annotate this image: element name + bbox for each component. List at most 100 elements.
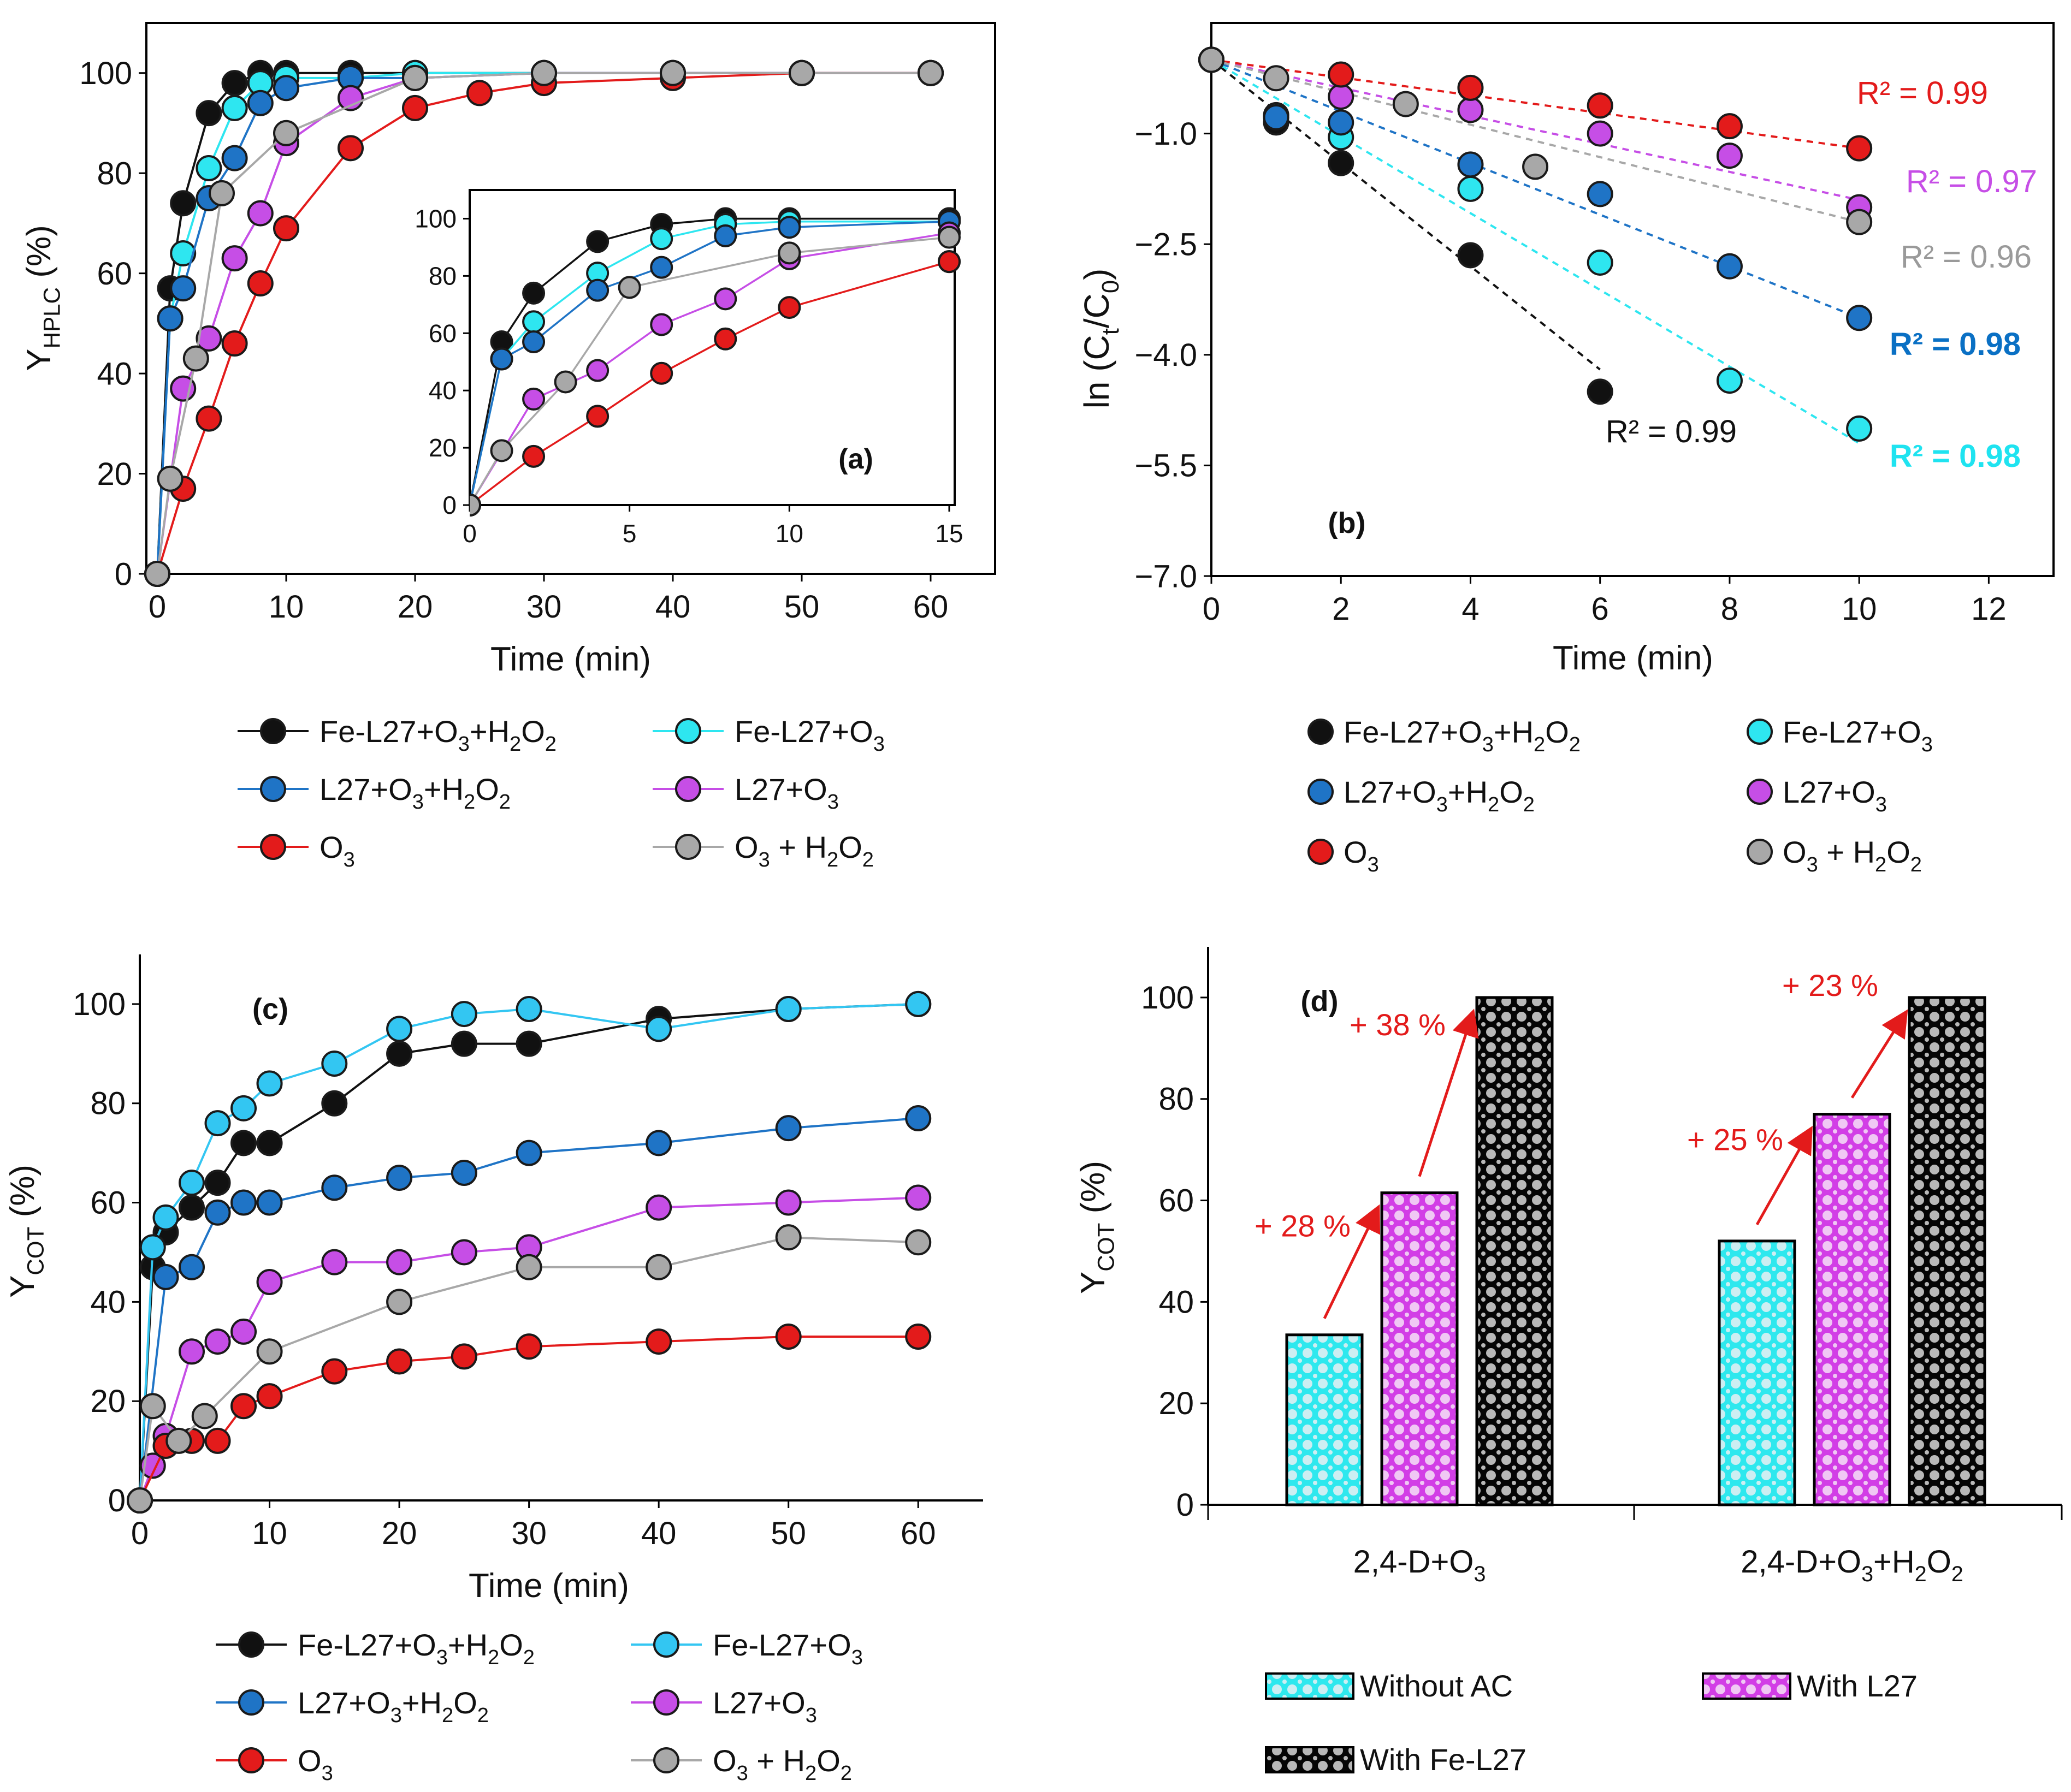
legend-label-fe_o3_h2o2-part: O xyxy=(499,1628,523,1662)
legend-label-fe_o3_h2o2-part: 3 xyxy=(436,1646,448,1669)
legend-label-o3: O3 xyxy=(319,830,355,871)
legend-label-fe_o3_h2o2-part: +H xyxy=(448,1628,488,1662)
legend-label-o3-part: 3 xyxy=(344,848,355,871)
increase-annotation: + 25 % xyxy=(1687,1123,1783,1157)
x-tick-label: 50 xyxy=(771,1516,806,1551)
legend-label-o3_h2o2-part: 2 xyxy=(827,848,838,871)
legend-label-o3_h2o2-part: 3 xyxy=(759,848,770,871)
legend-label-fe_o3_h2o2: Fe-L27+O3+H2O2 xyxy=(319,714,557,756)
increase-annotation: + 38 % xyxy=(1350,1007,1446,1042)
data-point-l27_o3_h2o2 xyxy=(451,1160,477,1186)
y-tick-label: −2.5 xyxy=(1135,227,1198,263)
data-point-o3_h2o2 xyxy=(273,120,299,146)
data-point-l27_o3_h2o2 xyxy=(586,278,610,302)
legend-label-l27_o3_h2o2: L27+O3+H2O2 xyxy=(298,1686,489,1727)
y-tick-label: 0 xyxy=(1176,1487,1194,1523)
y-axis-title-text-part: 0 xyxy=(1098,280,1124,293)
data-point-fe_o3 xyxy=(204,1110,231,1137)
legend-marker-o3 xyxy=(260,834,286,860)
inset-x-tick-label: 0 xyxy=(463,519,477,548)
data-point-o3_h2o2 xyxy=(144,561,170,587)
legend-label-o3_h2o2-part: O xyxy=(1886,835,1910,869)
y-axis-title: YCOT (%) xyxy=(4,1165,48,1298)
data-point-o3_h2o2 xyxy=(1392,91,1419,117)
data-point-l27_o3_h2o2 xyxy=(179,1254,205,1280)
data-point-fe_o3 xyxy=(516,996,542,1022)
x-tick-label: 10 xyxy=(252,1516,287,1551)
y-tick-label: 0 xyxy=(108,1483,126,1518)
legend-label-l27_o3-part: L27+O xyxy=(735,772,827,806)
data-point-fe_o3_h2o2 xyxy=(516,1030,542,1057)
inset-y-tick-label: 100 xyxy=(415,204,457,233)
legend-label-fe_o3_h2o2-part: 3 xyxy=(1482,733,1494,756)
panel-label-c: (c) xyxy=(252,993,288,1025)
legend-label-o3_h2o2: O3 + H2O2 xyxy=(713,1743,852,1785)
category-label-1: 2,4-D+O3+H2O2 xyxy=(1741,1544,1963,1586)
legend-marker-l27_o3_h2o2 xyxy=(238,1689,264,1716)
y-tick-label: 0 xyxy=(115,556,132,592)
x-tick-label: 0 xyxy=(131,1516,149,1551)
x-tick-label: 10 xyxy=(269,589,304,625)
panel-label-d: (d) xyxy=(1301,985,1339,1018)
data-point-fe_o3 xyxy=(1716,367,1743,394)
inset-y-tick-label: 80 xyxy=(429,262,457,290)
x-tick-label: 0 xyxy=(1203,591,1220,627)
data-point-o3 xyxy=(1716,113,1743,140)
y-axis-title-text-part: HPLC xyxy=(39,287,64,348)
data-point-o3 xyxy=(230,1393,257,1420)
data-point-fe_o3 xyxy=(139,1234,166,1261)
y-axis-title-text-part: t xyxy=(1098,328,1124,335)
data-point-l27_o3 xyxy=(522,387,546,411)
data-point-l27_o3 xyxy=(179,1338,205,1365)
x-tick-label: 20 xyxy=(382,1516,417,1551)
data-point-l27_o3_h2o2 xyxy=(157,305,184,332)
legend-marker-o3 xyxy=(1307,839,1334,865)
data-point-fe_o3 xyxy=(775,996,802,1022)
legend-label-o3: O3 xyxy=(1344,835,1379,876)
legend-label-o3_h2o2-part: + H xyxy=(748,1743,805,1778)
y-axis-title-text-part: (%) xyxy=(1074,1161,1112,1223)
x-tick-label: 60 xyxy=(901,1516,936,1551)
legend-label-o3_h2o2-part: O xyxy=(735,830,759,864)
data-point-fe_o3 xyxy=(321,1051,348,1077)
data-point-o3 xyxy=(1457,74,1484,101)
legend-label-fe_o3: Fe-L27+O3 xyxy=(713,1628,863,1669)
data-point-o3_h2o2 xyxy=(789,60,815,86)
data-point-l27_o3 xyxy=(714,287,737,311)
legend-label-fe_o3_h2o2-part: 2 xyxy=(545,733,557,756)
data-point-fe_o3_h2o2 xyxy=(196,100,222,127)
increase-arrow xyxy=(1418,1008,1479,1177)
legend-label-o3-part: O xyxy=(298,1743,322,1778)
data-point-o3 xyxy=(646,1328,672,1355)
bar-0-0 xyxy=(1285,1333,1364,1506)
data-point-fe_o3 xyxy=(221,94,248,121)
legend-label-l27_o3_h2o2-part: O xyxy=(453,1686,477,1720)
data-point-o3 xyxy=(516,1333,542,1360)
fit-line-o3_h2o2 xyxy=(1211,58,1860,223)
y-axis-title-text-part: Y xyxy=(20,348,58,371)
data-point-fe_o3 xyxy=(451,1001,477,1028)
category-label-1-part: +H xyxy=(1873,1544,1915,1580)
legend-label-fe_o3_h2o2-part: O xyxy=(521,714,545,749)
x-axis-title: Time (min) xyxy=(490,640,651,678)
data-point-l27_o3 xyxy=(196,325,222,352)
data-point-l27_o3 xyxy=(321,1249,348,1275)
legend-marker-l27_o3 xyxy=(653,1689,679,1716)
data-point-l27_o3_h2o2 xyxy=(256,1189,283,1216)
r2-label-o3_h2o2: R² = 0.96 xyxy=(1901,239,2032,275)
legend-marker-fe_o3_h2o2 xyxy=(260,718,286,744)
r2-label-o3: R² = 0.99 xyxy=(1857,75,1988,111)
legend-label-fe_o3_h2o2-part: 2 xyxy=(510,733,521,756)
y-axis-title-text-part: ln (C xyxy=(1077,335,1116,408)
legend-label-fe_o3_h2o2: Fe-L27+O3+H2O2 xyxy=(1344,715,1581,756)
data-point-o3_h2o2 xyxy=(646,1254,672,1280)
data-point-o3 xyxy=(466,80,493,106)
legend-label-l27_o3-part: 3 xyxy=(827,791,839,814)
legend-label-fe_o3_h2o2-part: Fe-L27+O xyxy=(319,714,458,749)
data-point-o3_h2o2 xyxy=(516,1254,542,1280)
legend-label-o3_h2o2-part: O xyxy=(1783,835,1807,869)
legend-label-fe_o3_h2o2-part: Fe-L27+O xyxy=(1344,715,1482,749)
data-point-o3_h2o2 xyxy=(905,1229,932,1256)
data-point-o3 xyxy=(273,215,299,242)
